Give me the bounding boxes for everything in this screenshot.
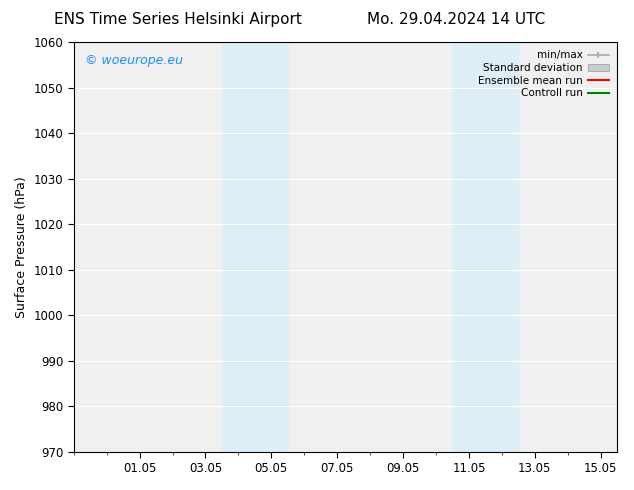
- Bar: [222, 42, 288, 452]
- Text: ENS Time Series Helsinki Airport: ENS Time Series Helsinki Airport: [54, 12, 301, 27]
- Legend: min/max, Standard deviation, Ensemble mean run, Controll run: min/max, Standard deviation, Ensemble me…: [475, 47, 612, 101]
- Bar: [453, 42, 519, 452]
- Y-axis label: Surface Pressure (hPa): Surface Pressure (hPa): [15, 176, 28, 318]
- Text: © woeurope.eu: © woeurope.eu: [84, 54, 183, 67]
- Text: Mo. 29.04.2024 14 UTC: Mo. 29.04.2024 14 UTC: [367, 12, 546, 27]
